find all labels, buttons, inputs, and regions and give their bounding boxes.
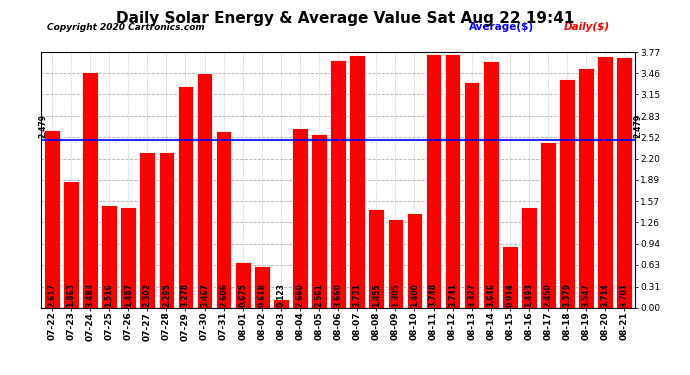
Text: 2.295: 2.295: [162, 283, 171, 307]
Text: 3.467: 3.467: [200, 283, 209, 307]
Text: 2.617: 2.617: [48, 283, 57, 307]
Bar: [598, 56, 613, 308]
Text: 1.305: 1.305: [391, 283, 400, 307]
Text: 0.123: 0.123: [277, 283, 286, 307]
Text: 1.493: 1.493: [524, 283, 533, 307]
Bar: [464, 82, 480, 308]
Text: Daily($): Daily($): [564, 22, 610, 32]
Bar: [159, 152, 174, 308]
Text: 3.741: 3.741: [448, 283, 457, 307]
Bar: [483, 61, 499, 308]
Bar: [197, 73, 213, 308]
Bar: [101, 205, 117, 308]
Text: 3.483: 3.483: [86, 283, 95, 307]
Text: 3.278: 3.278: [181, 283, 190, 307]
Bar: [368, 209, 384, 308]
Bar: [177, 86, 193, 308]
Text: 3.748: 3.748: [429, 283, 438, 307]
Bar: [426, 54, 442, 307]
Text: 2.302: 2.302: [143, 283, 152, 307]
Bar: [540, 142, 556, 308]
Text: 3.547: 3.547: [582, 283, 591, 307]
Text: 0.618: 0.618: [257, 283, 266, 307]
Text: Average($): Average($): [469, 22, 534, 32]
Bar: [63, 182, 79, 308]
Bar: [349, 55, 365, 308]
Text: 3.731: 3.731: [353, 283, 362, 307]
Bar: [445, 54, 460, 307]
Text: 1.516: 1.516: [105, 283, 114, 307]
Text: 2.479: 2.479: [634, 114, 643, 138]
Text: Copyright 2020 Cartronics.com: Copyright 2020 Cartronics.com: [48, 23, 205, 32]
Bar: [406, 213, 422, 308]
Text: 1.400: 1.400: [410, 283, 419, 307]
Text: 3.660: 3.660: [333, 283, 343, 307]
Text: 3.646: 3.646: [486, 283, 495, 307]
Bar: [616, 57, 632, 308]
Text: 2.479: 2.479: [39, 114, 48, 138]
Bar: [120, 207, 136, 308]
Text: 2.660: 2.660: [295, 283, 304, 307]
Text: Daily Solar Energy & Average Value Sat Aug 22 19:41: Daily Solar Energy & Average Value Sat A…: [116, 11, 574, 26]
Bar: [388, 219, 403, 308]
Bar: [521, 207, 537, 308]
Text: 0.914: 0.914: [505, 283, 514, 307]
Text: 3.701: 3.701: [620, 283, 629, 307]
Text: 3.327: 3.327: [467, 283, 476, 307]
Text: 3.379: 3.379: [562, 283, 571, 307]
Text: 2.561: 2.561: [315, 283, 324, 307]
Text: 3.714: 3.714: [601, 283, 610, 307]
Bar: [235, 262, 250, 308]
Text: 1.487: 1.487: [124, 283, 132, 307]
Bar: [216, 131, 231, 308]
Bar: [578, 68, 594, 308]
Bar: [331, 60, 346, 308]
Text: 1.863: 1.863: [66, 283, 75, 307]
Bar: [559, 79, 575, 308]
Bar: [292, 128, 308, 308]
Bar: [139, 152, 155, 308]
Text: 2.450: 2.450: [544, 283, 553, 307]
Bar: [254, 266, 270, 308]
Bar: [502, 246, 518, 308]
Text: 0.675: 0.675: [238, 283, 247, 307]
Bar: [82, 72, 98, 308]
Bar: [311, 134, 327, 308]
Text: 2.606: 2.606: [219, 283, 228, 307]
Text: 1.455: 1.455: [372, 283, 381, 307]
Bar: [44, 130, 60, 308]
Bar: [273, 299, 288, 307]
